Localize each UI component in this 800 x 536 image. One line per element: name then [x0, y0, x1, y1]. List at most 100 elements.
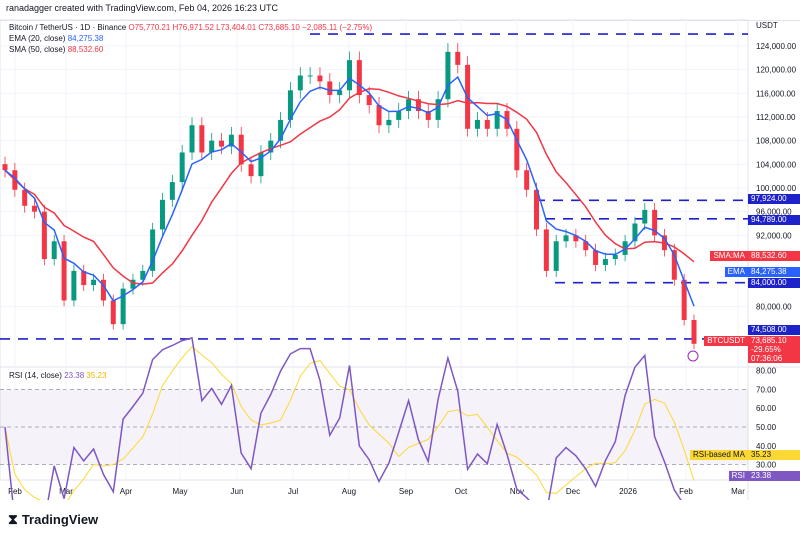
candle-body	[51, 241, 57, 260]
rsi-tag-label: RSI	[728, 471, 748, 481]
candle-body	[593, 250, 599, 265]
rsi-ma-tag-label: RSI-based MA	[689, 450, 748, 460]
candle-body	[110, 300, 116, 325]
level-tag-74508: 74,508.00	[748, 325, 800, 335]
candle-body	[396, 111, 402, 120]
candle-body	[71, 270, 77, 301]
candle-body	[228, 134, 234, 147]
candle-body	[120, 288, 126, 325]
time-tick: Jun	[231, 487, 244, 496]
low-value: L73,404.01	[216, 23, 257, 32]
rsi-tick: 60.00	[756, 404, 777, 413]
ema-line	[4, 75, 695, 307]
time-tick: Mar	[731, 487, 745, 496]
candle-body	[642, 209, 648, 224]
price-tick: 92,000.00	[756, 231, 792, 240]
candle-body	[189, 125, 195, 153]
candle-body	[691, 320, 697, 344]
candle-body	[474, 119, 480, 129]
candle-body	[435, 99, 441, 120]
candle-body	[81, 270, 87, 286]
price-tick: 120,000.00	[756, 66, 797, 75]
candle-body	[219, 140, 225, 147]
time-tick: Dec	[566, 487, 580, 496]
time-tick: Feb	[8, 487, 22, 496]
candle-body	[91, 279, 97, 286]
time-tick: Apr	[120, 487, 133, 496]
candle-body	[612, 254, 618, 260]
pct-change: -29.65%	[751, 345, 781, 354]
candle-body	[602, 259, 608, 265]
sma-tag-label: SMA:MA	[710, 251, 748, 261]
price-tick: 96,000.00	[756, 208, 792, 217]
sma-value: 88,532.60	[67, 45, 104, 54]
price-tick: 108,000.00	[756, 137, 797, 146]
candle-body	[543, 229, 549, 271]
candle-body	[238, 134, 244, 165]
price-tick: 112,000.00	[756, 113, 796, 122]
time-tick: May	[172, 487, 187, 496]
candle-body	[130, 279, 136, 289]
candle-body	[327, 81, 333, 96]
last-price: 73,685.10	[751, 336, 787, 345]
credit-text: ranadagger created with TradingView.com,…	[6, 3, 278, 13]
candle-body	[583, 241, 589, 251]
candle-body	[406, 99, 412, 112]
candle-body	[337, 90, 343, 96]
price-tick: 116,000.00	[756, 89, 796, 98]
time-tick: Feb	[679, 487, 693, 496]
rsi-tick: 70.00	[756, 385, 777, 394]
ema-value: 84,275.38	[67, 34, 104, 43]
ema-tag-label: EMA	[724, 267, 748, 277]
candle-body	[484, 119, 490, 129]
logo-text: TradingView	[21, 512, 99, 527]
rsi-tick: 30.00	[756, 461, 777, 470]
time-tick: Sep	[399, 487, 414, 496]
rsi-tag: 23.38	[748, 471, 800, 481]
time-tick: Oct	[455, 487, 468, 496]
time-tick: Aug	[342, 487, 356, 496]
flash-icon	[687, 350, 699, 362]
candle-body	[347, 60, 352, 91]
candle-body	[356, 60, 362, 96]
sma-line	[4, 88, 695, 285]
rsi-tick: 50.00	[756, 423, 777, 432]
candle-body	[376, 105, 382, 126]
sma-tag: 88,532.60	[748, 251, 800, 261]
time-tick: Jul	[288, 487, 298, 496]
bar-timer: 07:36:06	[751, 354, 783, 363]
candle-body	[553, 241, 559, 271]
currency-label: USDT	[756, 21, 778, 30]
change-value: −2,085.11 (−2.75%)	[302, 23, 373, 32]
price-tick: 124,000.00	[756, 42, 797, 51]
level-tag-94789: 94,789.00	[748, 215, 800, 225]
time-tick: 2026	[619, 487, 637, 496]
candle-body	[22, 189, 28, 206]
candle-body	[2, 164, 8, 171]
price-tick: 100,000.00	[756, 184, 797, 193]
candle-body	[169, 182, 175, 200]
rsi-line	[4, 337, 682, 500]
candle-body	[248, 164, 254, 177]
candle-body	[445, 51, 451, 100]
candle-body	[386, 119, 392, 126]
candle-body	[150, 229, 156, 271]
ema-tag: 84,275.38	[748, 267, 800, 277]
sma-label: SMA (50, close)	[9, 45, 66, 54]
candle-body	[573, 235, 579, 242]
level-tag-84000: 84,000.00	[748, 278, 800, 288]
ema-label: EMA (20, close)	[9, 34, 66, 43]
candle-body	[287, 90, 293, 120]
rsi-tick: 40.00	[756, 442, 777, 451]
rsi-label: RSI (14, close)	[9, 371, 62, 380]
candle-body	[366, 95, 372, 106]
candle-body	[159, 199, 165, 230]
price-chart[interactable]: 124,000.00 120,000.00 116,000.00 112,000.00…	[0, 0, 800, 500]
candle-body	[297, 75, 303, 91]
candle-body	[140, 270, 146, 280]
candle-body	[278, 119, 284, 141]
candle-body	[199, 125, 205, 153]
price-tag: 73,685.10 -29.65% 07:36:06	[748, 336, 800, 363]
rsi-value: 23.38	[64, 371, 85, 380]
rsi-legend: RSI (14, close) 23.38 35.23	[9, 371, 106, 380]
